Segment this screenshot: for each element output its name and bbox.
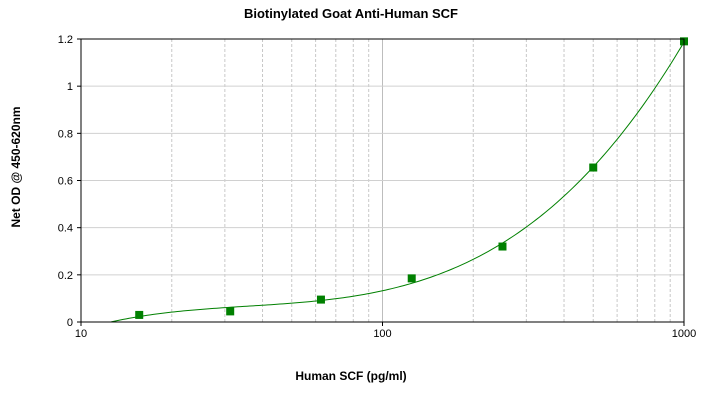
data-point <box>135 310 144 319</box>
chart-title: Biotinylated Goat Anti-Human SCF <box>243 6 459 21</box>
y-axis-label: Net OD @ 450-620nm <box>9 106 23 228</box>
x-tick-label: 1000 <box>672 328 696 340</box>
y-tick-label: 0 <box>67 317 73 329</box>
y-tick-label: 0.2 <box>58 270 73 282</box>
x-tick-label: 100 <box>373 328 391 340</box>
data-point <box>316 295 325 304</box>
data-point <box>589 163 598 172</box>
data-point <box>226 307 235 316</box>
y-tick-label: 1 <box>67 81 73 93</box>
x-axis-label: Human SCF (pg/ml) <box>295 369 407 383</box>
fit-curve <box>81 41 685 323</box>
data-point <box>498 242 507 251</box>
data-point <box>407 274 416 283</box>
y-tick-label: 0.6 <box>58 176 73 188</box>
y-tick-label: 0.8 <box>58 128 73 140</box>
y-tick-label: 0.4 <box>58 223 73 235</box>
x-tick-label: 10 <box>75 328 87 340</box>
y-tick-label: 1.2 <box>58 34 73 46</box>
